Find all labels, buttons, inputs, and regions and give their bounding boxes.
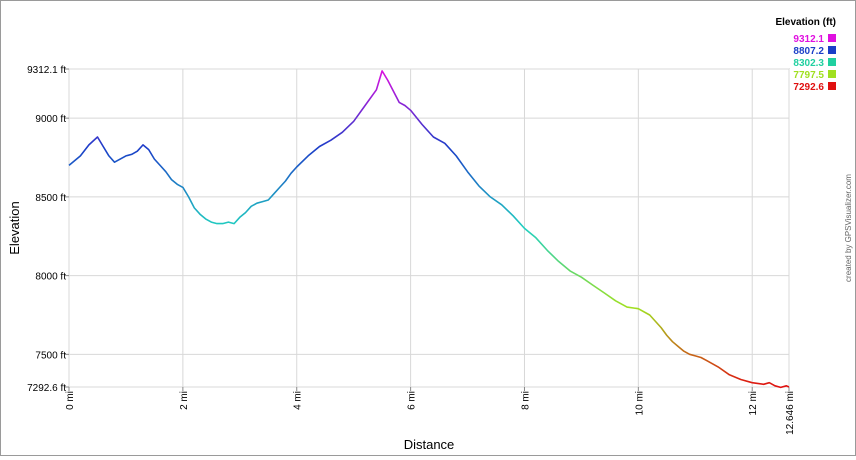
x-axis-ticks: 0 mi 2 mi 4 mi 6 mi 8 mi 10 mi 12 mi 12.646 mi xyxy=(65,387,796,435)
x-tick-label: 12 mi xyxy=(748,391,759,415)
x-tick-label: 6 mi xyxy=(407,391,418,410)
legend-entry-label: 7797.5 xyxy=(793,70,824,81)
y-tick-label: 7500 ft xyxy=(35,350,66,361)
y-tick-label: 8000 ft xyxy=(35,272,66,283)
x-axis-label: Distance xyxy=(404,437,455,452)
legend-entry-label: 7292.6 xyxy=(793,82,824,93)
x-tick-label: 8 mi xyxy=(520,391,531,410)
y-axis-ticks: 9312.1 ft 9000 ft 8500 ft 8000 ft 7500 ft 729… xyxy=(27,65,69,394)
y-tick-label: 9312.1 ft xyxy=(27,65,66,76)
x-tick-label: 0 mi xyxy=(65,391,76,410)
legend-entry-label: 8807.2 xyxy=(793,46,824,57)
legend-swatch xyxy=(828,82,836,90)
plot-area xyxy=(68,68,790,388)
legend-swatch xyxy=(828,46,836,54)
legend-entry-label: 8302.3 xyxy=(793,58,824,69)
y-tick-label: 9000 ft xyxy=(35,114,66,125)
legend-entry-label: 9312.1 xyxy=(793,34,824,45)
y-tick-label: 7292.6 ft xyxy=(27,383,66,394)
legend-title: Elevation (ft) xyxy=(775,17,836,28)
x-tick-label: 12.646 mi xyxy=(785,391,796,435)
elevation-series-line xyxy=(68,70,790,389)
x-tick-label: 4 mi xyxy=(293,391,304,410)
legend-swatch xyxy=(828,58,836,66)
x-tick-label: 2 mi xyxy=(179,391,190,410)
legend-swatch xyxy=(828,70,836,78)
legend-swatch xyxy=(828,34,836,42)
y-axis-label: Elevation xyxy=(7,201,22,254)
y-tick-label: 8500 ft xyxy=(35,193,66,204)
x-tick-label: 10 mi xyxy=(634,391,645,415)
credit-text: created by GPSVisualizer.com xyxy=(844,174,853,282)
